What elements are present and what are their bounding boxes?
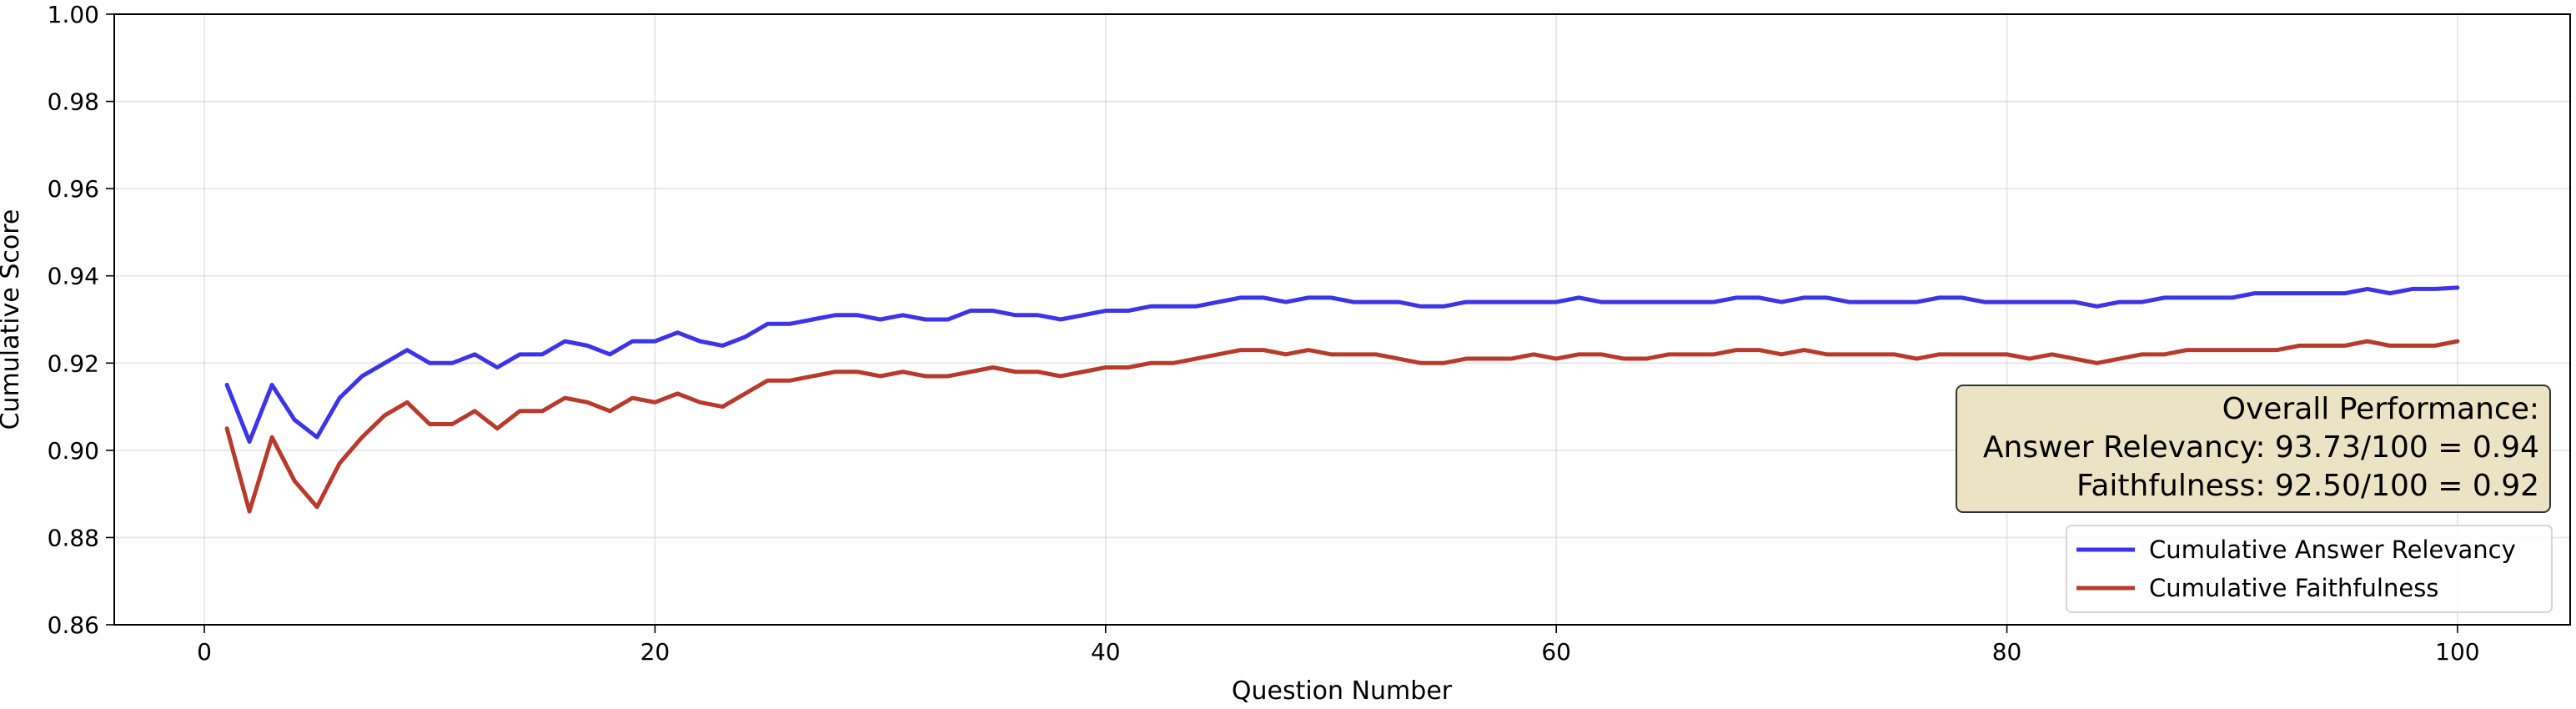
axis-ticks: 0 20 40 60 80 100 0.86 0.88 0.90 0.92 0.94 0.96 0.98… xyxy=(48,1,2480,666)
answer-relevancy-line xyxy=(224,285,2460,444)
y-tick-label: 0.92 xyxy=(48,349,99,377)
y-tick-label: 0.96 xyxy=(48,175,99,203)
x-tick-label: 40 xyxy=(1091,638,1121,666)
y-tick-label: 1.00 xyxy=(48,1,99,28)
x-axis-label: Question Number xyxy=(1232,676,1453,706)
legend-label-faithfulness: Cumulative Faithfulness xyxy=(2149,574,2438,602)
annotation-background xyxy=(1956,385,2551,513)
y-tick-label: 0.98 xyxy=(48,88,99,116)
annotation-faithfulness: Faithfulness: 92.50/100 = 0.92 xyxy=(2076,469,2539,503)
x-tick-label: 100 xyxy=(2435,638,2479,666)
legend-label-answer-relevancy: Cumulative Answer Relevancy xyxy=(2149,536,2516,564)
series-lines xyxy=(224,285,2460,514)
annotation-title: Overall Performance: xyxy=(2222,392,2539,426)
x-tick-label: 0 xyxy=(197,638,212,666)
y-axis-label: Cumulative Score xyxy=(0,209,25,430)
annotation-answer-relevancy: Answer Relevancy: 93.73/100 = 0.94 xyxy=(1983,430,2539,465)
legend: Cumulative Answer Relevancy Cumulative F… xyxy=(2066,525,2553,613)
x-tick-label: 80 xyxy=(1992,638,2022,666)
x-tick-label: 60 xyxy=(1541,638,1571,666)
faithfulness-line xyxy=(224,339,2460,514)
plot-frame xyxy=(113,13,2571,626)
y-tick-label: 0.88 xyxy=(48,524,99,551)
x-tick-label: 20 xyxy=(640,638,670,666)
overall-performance-annotation: Overall Performance: Answer Relevancy: 9… xyxy=(1956,385,2551,513)
y-tick-label: 0.94 xyxy=(48,263,99,290)
legend-box xyxy=(2066,525,2553,613)
y-tick-label: 0.86 xyxy=(48,611,99,639)
y-tick-label: 0.90 xyxy=(48,437,99,465)
